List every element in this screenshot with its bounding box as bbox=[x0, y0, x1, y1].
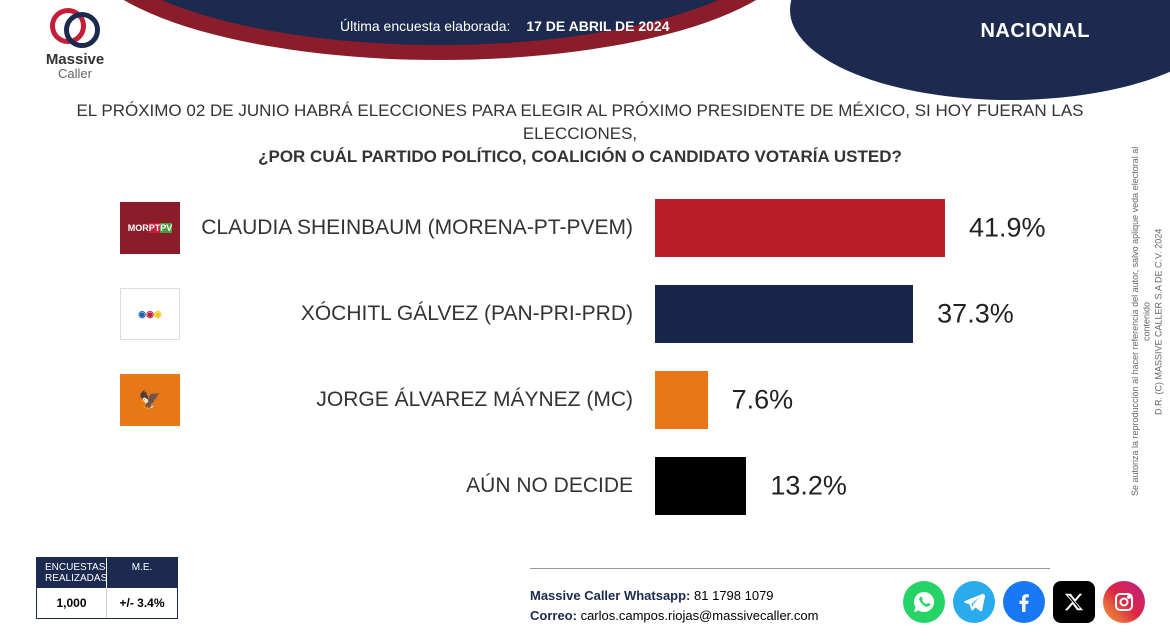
survey-date-label: Última encuesta elaborada: bbox=[340, 18, 510, 34]
candidate-label: CLAUDIA SHEINBAUM (MORENA-PT-PVEM) bbox=[180, 216, 655, 240]
copyright-line2: Se autoriza la reproducción al hacer ref… bbox=[1130, 147, 1152, 496]
survey-date: Última encuesta elaborada: 17 DE ABRIL D… bbox=[340, 18, 670, 34]
header-right-oval bbox=[790, 0, 1170, 100]
question-text: EL PRÓXIMO 02 DE JUNIO HABRÁ ELECCIONES … bbox=[50, 100, 1110, 169]
bar bbox=[655, 457, 746, 515]
bar bbox=[655, 199, 945, 257]
sample-info-box: ENCUESTAS REALIZADAS M.E. 1,000 +/- 3.4% bbox=[36, 557, 178, 619]
bar-track: 41.9% bbox=[655, 185, 945, 271]
correo-label: Correo: bbox=[530, 608, 577, 623]
survey-date-value: 17 DE ABRIL DE 2024 bbox=[526, 18, 669, 34]
sample-head-1: ENCUESTAS REALIZADAS bbox=[37, 558, 107, 588]
party-logo-pan: ◉◉◉ bbox=[120, 288, 180, 340]
bar bbox=[655, 371, 708, 429]
chart-row: MORPTPVCLAUDIA SHEINBAUM (MORENA-PT-PVEM… bbox=[120, 185, 1070, 271]
candidate-label: AÚN NO DECIDE bbox=[180, 474, 655, 498]
logo-mark bbox=[50, 8, 100, 48]
chart-area: MORPTPVCLAUDIA SHEINBAUM (MORENA-PT-PVEM… bbox=[120, 185, 1070, 529]
chart-row: ◉◉◉XÓCHITL GÁLVEZ (PAN-PRI-PRD)37.3% bbox=[120, 271, 1070, 357]
candidate-label: JORGE ÁLVAREZ MÁYNEZ (MC) bbox=[180, 388, 655, 412]
chart-row: 🦅JORGE ÁLVAREZ MÁYNEZ (MC) 7.6% bbox=[120, 357, 1070, 443]
whatsapp-label: Massive Caller Whatsapp: bbox=[530, 588, 690, 603]
telegram-icon[interactable] bbox=[953, 581, 995, 623]
party-logo-morena: MORPTPV bbox=[120, 202, 180, 254]
instagram-icon[interactable] bbox=[1103, 581, 1145, 623]
bar-track: 37.3% bbox=[655, 271, 945, 357]
facebook-icon[interactable] bbox=[1003, 581, 1045, 623]
logo: Massive Caller bbox=[30, 8, 120, 80]
percentage-label: 7.6% bbox=[720, 385, 794, 416]
x-icon[interactable] bbox=[1053, 581, 1095, 623]
footer-divider bbox=[530, 568, 1050, 569]
whatsapp-icon[interactable] bbox=[903, 581, 945, 623]
bar-track: 7.6% bbox=[655, 357, 945, 443]
scope-label: NACIONAL bbox=[980, 20, 1090, 43]
logo-subtext: Caller bbox=[30, 67, 120, 80]
sample-body-1: 1,000 bbox=[37, 588, 107, 618]
social-icons bbox=[903, 581, 1145, 623]
chart-row: AÚN NO DECIDE 13.2% bbox=[120, 443, 1070, 529]
correo-value: carlos.campos.riojas@massivecaller.com bbox=[581, 608, 819, 623]
bar bbox=[655, 285, 913, 343]
bar-track: 13.2% bbox=[655, 443, 945, 529]
candidate-label: XÓCHITL GÁLVEZ (PAN-PRI-PRD) bbox=[180, 302, 655, 326]
sample-body-2: +/- 3.4% bbox=[107, 588, 177, 618]
percentage-label: 37.3% bbox=[925, 299, 1014, 330]
percentage-label: 41.9% bbox=[957, 213, 1046, 244]
question-line2: ¿POR CUÁL PARTIDO POLÍTICO, COALICIÓN O … bbox=[258, 147, 902, 166]
percentage-label: 13.2% bbox=[758, 471, 847, 502]
party-logo-mc: 🦅 bbox=[120, 374, 180, 426]
copyright-line1: D.R. (C) MASSIVE CALLER S.A DE C.V. 2024 bbox=[1153, 228, 1163, 414]
contact-info: Massive Caller Whatsapp: 81 1798 1079 Co… bbox=[530, 586, 818, 625]
whatsapp-value: 81 1798 1079 bbox=[694, 588, 774, 603]
logo-text: Massive bbox=[30, 52, 120, 67]
question-line1: EL PRÓXIMO 02 DE JUNIO HABRÁ ELECCIONES … bbox=[76, 101, 1083, 143]
copyright-vertical: Se autoriza la reproducción al hacer ref… bbox=[1130, 130, 1160, 513]
sample-head-2: M.E. bbox=[107, 558, 177, 588]
